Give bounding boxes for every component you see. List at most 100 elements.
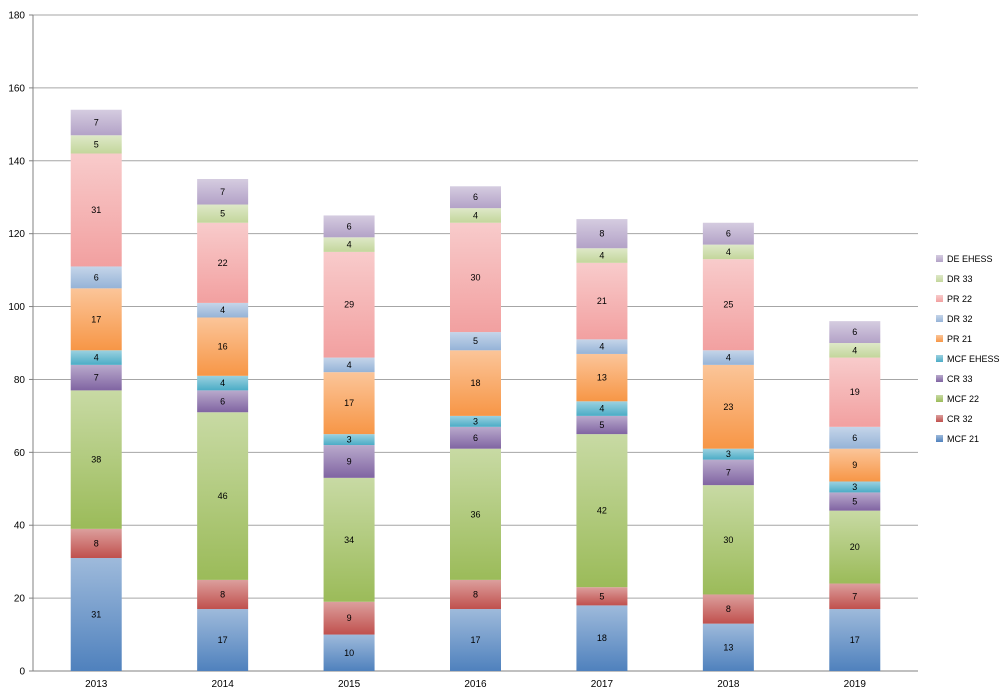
- bar-segment: [450, 426, 501, 449]
- data-label: 4: [726, 247, 731, 257]
- bar-segment: [829, 492, 881, 511]
- y-tick-label: 160: [8, 83, 25, 94]
- data-label: 6: [852, 433, 857, 443]
- legend-swatch: [936, 375, 943, 382]
- y-tick-label: 140: [8, 156, 25, 167]
- bar-segment: [197, 609, 249, 671]
- data-label: 5: [220, 209, 225, 219]
- data-label: 36: [470, 509, 480, 519]
- y-tick-label: 180: [8, 11, 25, 22]
- bar-segment: [576, 248, 628, 263]
- bar-segment: [576, 353, 628, 402]
- legend-item: CR 33: [936, 374, 973, 384]
- data-label: 6: [94, 272, 99, 282]
- data-label: 4: [852, 345, 857, 355]
- legend-label: PR 21: [947, 334, 972, 344]
- bar-segment: [70, 266, 122, 289]
- data-label: 17: [470, 635, 480, 645]
- legend-item: DR 32: [936, 314, 973, 324]
- bar-segment: [450, 208, 501, 223]
- y-tick-label: 100: [8, 302, 25, 313]
- data-label: 17: [91, 314, 101, 324]
- bar-segment: [450, 415, 501, 427]
- bar-segment: [829, 357, 881, 427]
- data-label: 4: [94, 353, 99, 363]
- bar-segment: [323, 357, 375, 373]
- bar-segment: [197, 222, 249, 303]
- data-label: 5: [599, 591, 604, 601]
- legend-item: DE EHESS: [936, 254, 993, 264]
- bar-segment: [576, 339, 628, 354]
- legend-swatch: [936, 315, 943, 322]
- data-label: 6: [347, 221, 352, 231]
- data-label: 3: [473, 416, 478, 426]
- data-label: 4: [347, 360, 352, 370]
- bar-segment: [702, 594, 754, 624]
- bar-segment: [70, 135, 122, 154]
- legend-label: PR 22: [947, 294, 972, 304]
- bar-segment: [197, 390, 249, 413]
- x-tick-label: 2019: [844, 679, 867, 690]
- legend-item: MCF EHESS: [936, 354, 1000, 364]
- data-label: 3: [852, 482, 857, 492]
- bar-segment: [702, 485, 754, 595]
- legend-swatch: [936, 295, 943, 302]
- legend-swatch: [936, 395, 943, 402]
- data-label: 10: [344, 648, 354, 658]
- y-axis-tick-labels: 0 20 40 60 80 100 120 140 160 180: [8, 11, 25, 678]
- bar-segment: [323, 601, 375, 635]
- bar-segment: [70, 558, 122, 671]
- data-label: 5: [852, 497, 857, 507]
- data-label: 4: [220, 305, 225, 315]
- data-label: 9: [347, 613, 352, 623]
- legend-label: MCF EHESS: [947, 354, 1000, 364]
- x-tick-label: 2013: [85, 679, 108, 690]
- bar-segment: [576, 587, 628, 606]
- bar-segment: [70, 288, 122, 351]
- y-tick-label: 80: [14, 375, 26, 386]
- data-label: 5: [473, 336, 478, 346]
- bar-segment: [576, 605, 628, 671]
- legend-label: CR 32: [947, 414, 973, 424]
- data-label: 7: [220, 187, 225, 197]
- data-label: 46: [218, 491, 228, 501]
- y-tick-label: 0: [19, 667, 25, 678]
- bar-segment: [702, 350, 754, 365]
- data-label: 25: [723, 300, 733, 310]
- data-label: 22: [218, 258, 228, 268]
- bar-segment: [829, 481, 881, 493]
- bar-segment: [323, 434, 375, 446]
- bar-segment: [450, 609, 501, 671]
- data-label: 13: [723, 642, 733, 652]
- bar-segment: [197, 579, 249, 610]
- x-tick-label: 2016: [464, 679, 487, 690]
- bar-segment: [197, 317, 249, 376]
- bar-segment: [450, 222, 501, 333]
- bar-segment: [702, 259, 754, 351]
- data-label: 6: [726, 229, 731, 239]
- data-label: 42: [597, 506, 607, 516]
- bar-segment: [70, 153, 122, 267]
- bar-stack-2019: 17 7 20 5 3 9 6 19 4 6: [829, 321, 881, 671]
- legend-item: CR 32: [936, 414, 973, 424]
- data-label: 31: [91, 205, 101, 215]
- bar-segment: [450, 579, 501, 610]
- bar-segment: [702, 448, 754, 460]
- bar-segment: [323, 237, 375, 252]
- data-label: 34: [344, 535, 354, 545]
- bar-segment: [323, 251, 375, 358]
- data-label: 4: [726, 353, 731, 363]
- data-label: 21: [597, 296, 607, 306]
- data-label: 3: [347, 435, 352, 445]
- x-tick-label: 2018: [717, 679, 740, 690]
- legend-label: DR 33: [947, 274, 973, 284]
- bar-stack-2014: 17 8 46 6 4 16 4 22 5 7: [197, 179, 249, 671]
- bar-segment: [70, 109, 122, 136]
- bar-segment: [70, 364, 122, 391]
- legend-label: CR 33: [947, 374, 973, 384]
- bar-segment: [197, 179, 249, 205]
- data-label: 4: [599, 251, 604, 261]
- data-label: 8: [599, 229, 604, 239]
- bar-segment: [576, 415, 628, 435]
- bar-segment: [323, 477, 375, 602]
